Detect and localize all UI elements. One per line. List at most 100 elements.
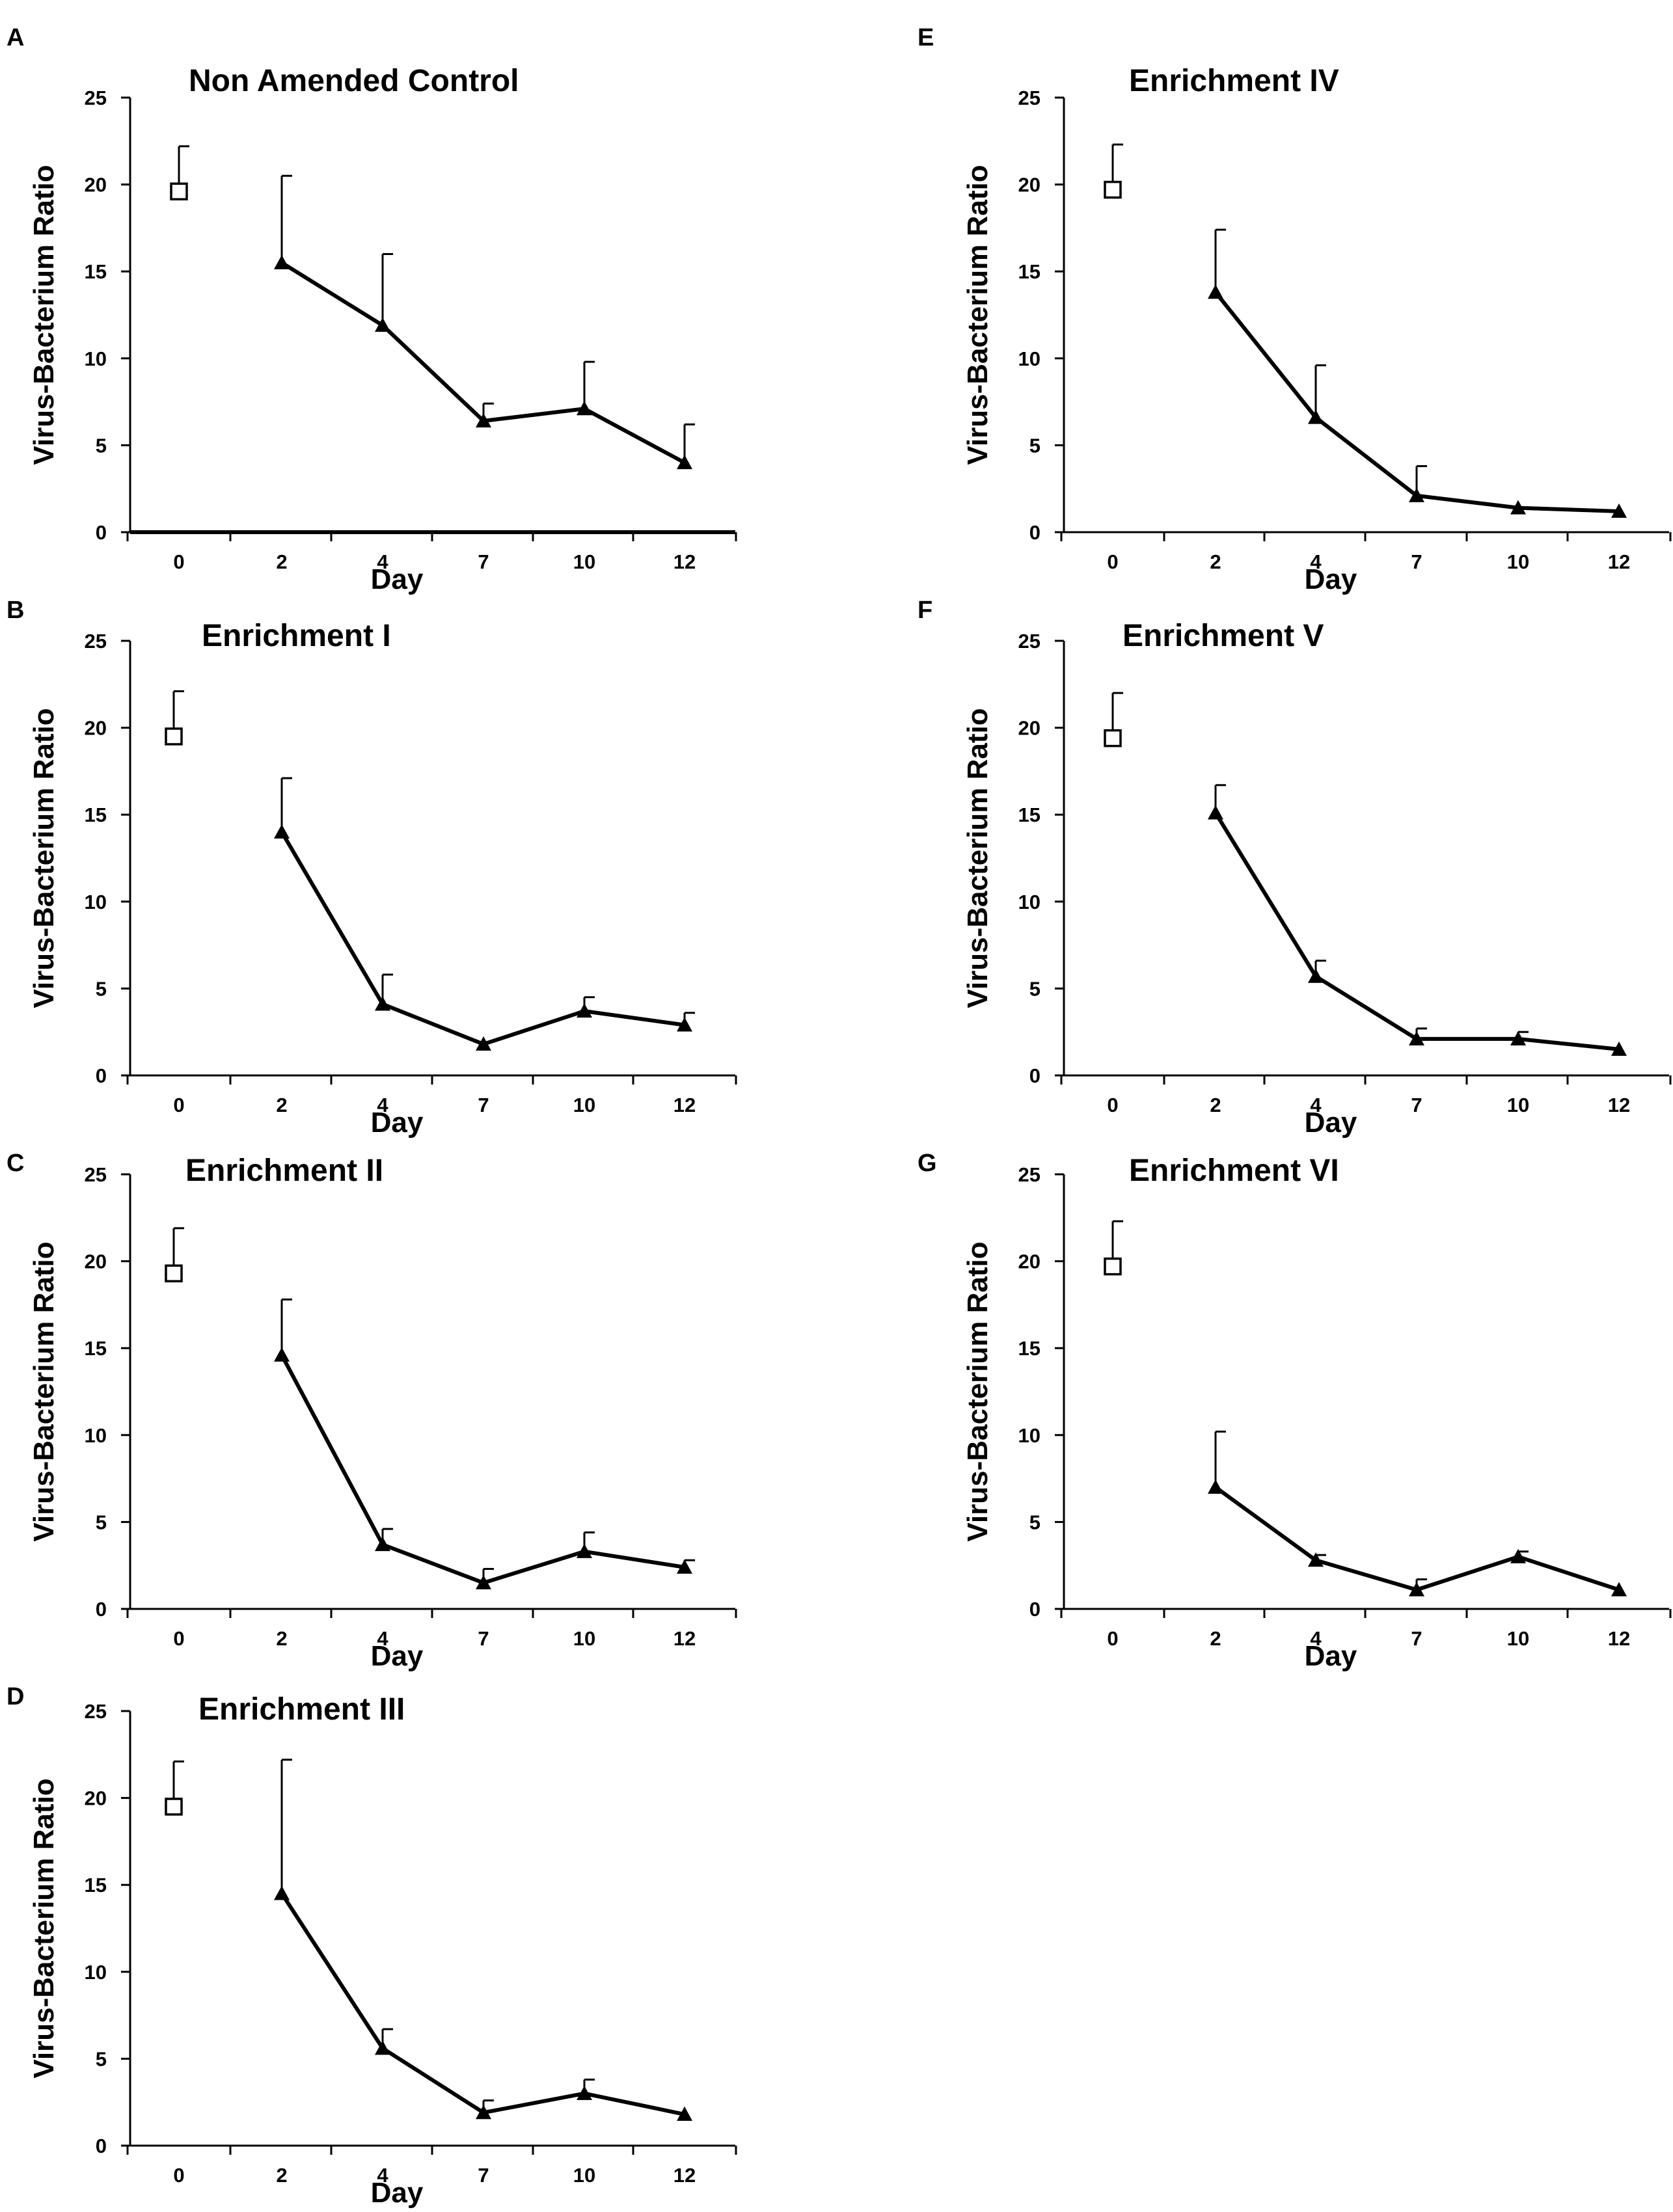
y-tick-label: 5 — [96, 2047, 107, 2070]
y-tick-label: 10 — [85, 1424, 107, 1447]
y-tick-label: 5 — [96, 1511, 107, 1533]
y-tick-label: 5 — [96, 977, 107, 1000]
x-tick-label: 12 — [1608, 550, 1630, 573]
y-tick-label: 0 — [1029, 1064, 1041, 1087]
data-point — [577, 401, 592, 416]
y-tick-label: 20 — [85, 1250, 107, 1273]
data-point — [1611, 503, 1627, 518]
y-axis-title: Virus-Bacterium Ratio — [962, 1241, 994, 1541]
data-point — [1409, 487, 1424, 502]
y-tick-label: 25 — [85, 1163, 107, 1186]
y-tick-label: 10 — [85, 347, 107, 370]
data-point — [476, 412, 491, 427]
x-axis-title: Day — [371, 1107, 424, 1139]
data-point — [1611, 1041, 1627, 1056]
series-line — [280, 1354, 685, 1585]
x-tick-label: 2 — [276, 1094, 287, 1116]
y-tick-label: 15 — [85, 1874, 107, 1896]
x-tick-label: 12 — [673, 2164, 696, 2187]
x-tick-label: 2 — [276, 1627, 287, 1650]
x-tick-label: 10 — [573, 1627, 595, 1650]
y-tick-label: 25 — [1018, 1163, 1041, 1186]
data-point — [274, 254, 290, 269]
x-tick-label: 7 — [478, 1627, 489, 1650]
x-tick-label: 4 — [1310, 550, 1322, 573]
chart-title: Non Amended Control — [189, 64, 519, 98]
x-tick-label: 12 — [1608, 1094, 1630, 1116]
y-tick-label: 25 — [1018, 630, 1041, 653]
y-tick-label: 15 — [1018, 803, 1041, 826]
x-tick-label: 12 — [1608, 1627, 1630, 1650]
panel-c: C Enrichment II 0 5 10 15 20 25 0 2 4 7 10 12 Day Virus… — [7, 1150, 737, 1672]
y-tick-label: 20 — [1018, 1250, 1041, 1273]
y-tick-label: 15 — [85, 260, 107, 283]
y-axis-title: Virus-Bacterium Ratio — [28, 708, 60, 1008]
data-point — [1308, 968, 1324, 983]
x-tick-label: 0 — [173, 550, 184, 573]
data-point — [677, 1017, 692, 1032]
y-tick-label: 20 — [1018, 717, 1041, 740]
chart-title: Enrichment VI — [1129, 1153, 1339, 1188]
panel-letter: B — [7, 597, 24, 624]
y-axis-title: Virus-Bacterium Ratio — [962, 708, 994, 1008]
initial-point — [1104, 1257, 1122, 1276]
x-tick-label: 2 — [1210, 550, 1221, 573]
x-tick-label: 0 — [173, 1094, 184, 1116]
data-point — [1510, 1548, 1526, 1563]
chart-title: Enrichment V — [1122, 619, 1324, 653]
initial-point — [165, 1798, 183, 1816]
initial-point — [170, 182, 188, 201]
x-tick-label: 0 — [173, 1627, 184, 1650]
x-axis-title: Day — [371, 563, 424, 595]
y-tick-label: 25 — [1018, 87, 1041, 109]
y-tick-label: 10 — [85, 891, 107, 913]
data-point — [677, 1559, 692, 1574]
initial-point — [1104, 729, 1122, 748]
panel-b: B Enrichment I 0 5 10 15 20 25 0 2 4 7 10 12 Day Virus-… — [7, 597, 737, 1139]
data-point — [1510, 1031, 1526, 1045]
x-tick-label: 7 — [478, 2164, 489, 2187]
initial-point — [165, 1264, 183, 1283]
y-tick-label: 0 — [96, 2135, 107, 2157]
initial-point — [165, 727, 183, 746]
x-tick-label: 0 — [1107, 1094, 1118, 1116]
data-point — [1409, 1582, 1424, 1597]
chart-title: Enrichment I — [202, 619, 391, 653]
data-point — [375, 1537, 390, 1552]
x-tick-label: 4 — [1310, 1627, 1322, 1650]
data-point — [375, 2040, 390, 2055]
x-tick-label: 10 — [573, 550, 595, 573]
y-tick-label: 15 — [85, 803, 107, 826]
data-point — [274, 824, 290, 839]
x-tick-label: 0 — [1107, 1627, 1118, 1650]
series-line — [280, 1892, 685, 2116]
x-tick-label: 4 — [377, 550, 388, 573]
y-tick-label: 5 — [1029, 1511, 1041, 1533]
x-tick-label: 7 — [1411, 550, 1422, 573]
data-point — [677, 2106, 692, 2121]
y-tick-label: 25 — [85, 1700, 107, 1723]
y-tick-label: 25 — [85, 87, 107, 109]
y-tick-label: 15 — [1018, 260, 1041, 283]
y-tick-label: 0 — [96, 1598, 107, 1621]
data-point — [476, 2105, 491, 2120]
x-tick-label: 12 — [673, 550, 696, 573]
x-tick-label: 7 — [478, 550, 489, 573]
y-tick-label: 25 — [85, 630, 107, 653]
data-point — [476, 1574, 491, 1589]
y-tick-label: 0 — [96, 521, 107, 544]
series-line — [280, 831, 685, 1046]
data-point — [577, 2085, 592, 2100]
chart-title: Enrichment III — [198, 1692, 405, 1727]
data-point — [577, 1543, 592, 1558]
y-tick-label: 15 — [85, 1337, 107, 1360]
y-tick-label: 20 — [85, 174, 107, 196]
x-tick-label: 2 — [276, 550, 287, 573]
panel-letter: E — [918, 24, 934, 51]
x-tick-label: 10 — [573, 2164, 595, 2187]
y-tick-label: 10 — [1018, 891, 1041, 913]
panel-a: A Non Amended Control 0 5 10 15 20 25 0 2 4 7 10 12 Da… — [7, 24, 737, 595]
panel-e: E Enrichment IV 0 5 10 15 20 25 0 2 4 7 10 12 Day Virus… — [918, 24, 1672, 595]
panel-g: G Enrichment VI 0 5 10 15 20 25 0 2 4 7 10 12 Day Virus… — [918, 1150, 1672, 1672]
